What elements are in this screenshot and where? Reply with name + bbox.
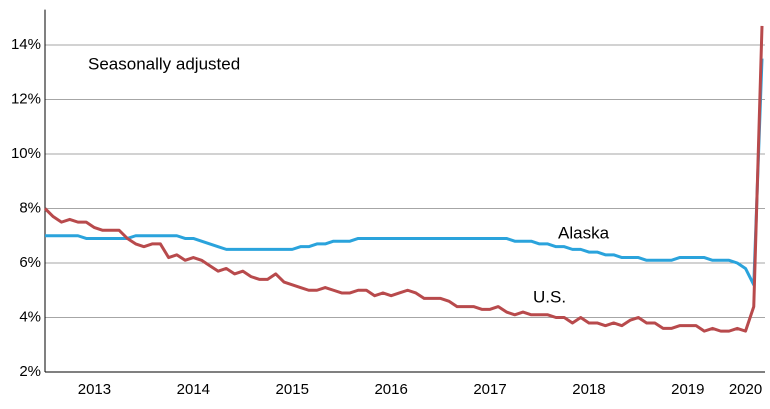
x-tick-label: 2013: [78, 381, 111, 398]
x-tick-label: 2015: [276, 381, 309, 398]
x-tick-label: 2016: [374, 381, 407, 398]
x-tick-label: 2017: [473, 381, 506, 398]
y-tick-label: 8%: [19, 199, 41, 216]
y-tick-label: 10%: [11, 145, 41, 162]
series-label: U.S.: [533, 287, 566, 306]
x-tick-label: 2018: [572, 381, 605, 398]
x-tick-label: 2020: [729, 381, 762, 398]
y-tick-label: 12%: [11, 90, 41, 107]
series-line: [43, 25, 764, 333]
x-tick-label: 2019: [671, 381, 704, 398]
series-label: Alaska: [558, 223, 610, 242]
y-tick-label: 6%: [19, 254, 41, 271]
series-line: [45, 58, 764, 287]
y-tick-label: 4%: [19, 308, 41, 325]
x-tick-label: 2014: [177, 381, 210, 398]
y-tick-label: 14%: [11, 36, 41, 53]
y-tick-label: 2%: [19, 363, 41, 380]
annotation: Seasonally adjusted: [88, 54, 240, 73]
